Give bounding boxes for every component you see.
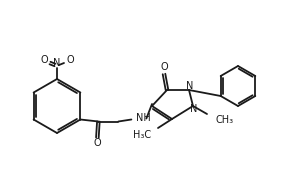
Text: N: N [53, 58, 61, 68]
Text: CH₃: CH₃ [215, 115, 233, 125]
Text: O: O [160, 62, 168, 72]
Text: H₃C: H₃C [133, 130, 151, 140]
Text: NH: NH [136, 113, 151, 122]
Text: O: O [40, 55, 48, 65]
Text: O: O [94, 137, 101, 148]
Text: N: N [190, 104, 198, 114]
Text: O: O [66, 55, 74, 65]
Text: N: N [186, 81, 194, 91]
